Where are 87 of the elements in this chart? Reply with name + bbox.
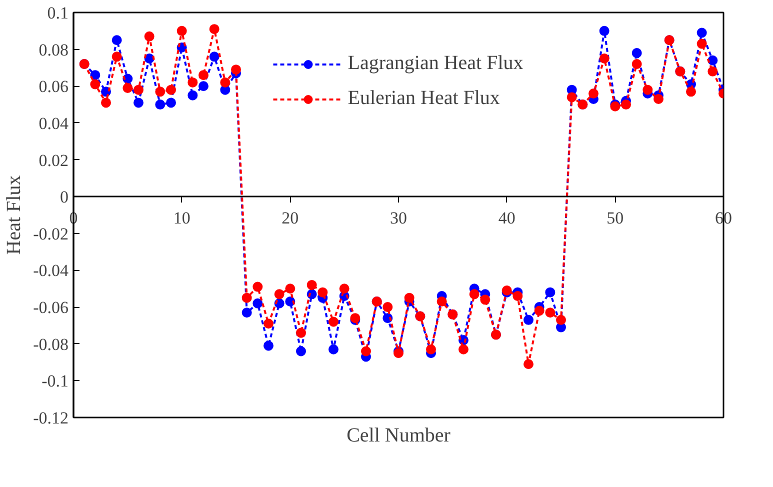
point (512, 291, 523, 301)
point (209, 52, 220, 62)
point (621, 100, 631, 110)
y-tick-label: -0.04 (33, 261, 69, 280)
point (642, 84, 653, 95)
point (632, 59, 642, 70)
point (524, 359, 534, 370)
y-tick-label: -0.1 (42, 372, 69, 391)
y-tick-label: -0.12 (33, 408, 69, 428)
y-tick-label: 0 (60, 188, 68, 207)
point (264, 318, 274, 329)
point (708, 55, 718, 66)
y-tick-label: -0.08 (33, 334, 69, 354)
point (339, 284, 350, 294)
point (296, 328, 306, 338)
point (566, 92, 577, 102)
point (274, 289, 284, 300)
x-tick-label: 10 (173, 208, 190, 228)
x-axis-title: Cell Number (346, 424, 451, 446)
point (112, 35, 122, 46)
point (144, 31, 154, 42)
point (524, 314, 534, 325)
y-tick-label: 0.06 (38, 77, 68, 96)
point (458, 344, 468, 354)
point (252, 282, 263, 292)
point (632, 48, 642, 58)
point (545, 308, 556, 318)
y-tick-label: 0.08 (38, 40, 68, 60)
point (220, 77, 230, 88)
point (134, 84, 144, 95)
point (264, 340, 274, 351)
point (176, 26, 187, 36)
point (90, 70, 100, 80)
point (188, 90, 198, 100)
point (361, 346, 371, 356)
y-tick-label: -0.02 (33, 224, 69, 244)
point (328, 316, 338, 327)
point (426, 344, 436, 354)
x-tick-label: 50 (606, 208, 624, 228)
point (242, 292, 252, 303)
point (436, 296, 447, 307)
point (556, 314, 566, 325)
point (328, 344, 338, 354)
point (122, 82, 133, 93)
x-tick-label: 40 (498, 208, 516, 228)
x-tick-label: 30 (390, 208, 407, 228)
x-tick-label: 20 (282, 208, 299, 228)
point (306, 280, 317, 290)
point (534, 306, 544, 316)
point (155, 100, 166, 110)
point (588, 88, 598, 98)
point (599, 54, 610, 64)
point (696, 38, 707, 49)
point (155, 86, 166, 97)
point (242, 308, 252, 318)
point (480, 294, 490, 305)
y-axis-title: Heat Flux (3, 175, 26, 255)
point (708, 66, 718, 76)
legend-label: Eulerian Heat Flux (348, 87, 500, 110)
legend-label: Lagrangian Heat Flux (348, 52, 524, 75)
point (296, 346, 306, 356)
y-tick-label: 0.04 (38, 114, 69, 133)
point (686, 86, 696, 97)
y-tick-label: 0.1 (47, 4, 68, 22)
point (209, 24, 220, 34)
point (188, 77, 198, 88)
point (252, 298, 263, 308)
y-tick-label: 0.02 (38, 150, 68, 170)
point (166, 84, 176, 95)
point (231, 64, 241, 75)
point (90, 79, 100, 90)
point (382, 302, 393, 312)
point (166, 98, 176, 108)
point (469, 289, 480, 300)
point (112, 52, 122, 62)
point (134, 98, 144, 108)
point (599, 26, 610, 36)
point (404, 292, 414, 303)
point (654, 94, 664, 104)
point (101, 98, 111, 108)
point (285, 284, 296, 294)
point (198, 81, 208, 92)
point (198, 70, 208, 80)
point (545, 287, 556, 298)
point (318, 287, 328, 298)
point (696, 28, 707, 38)
y-tick-label: -0.06 (33, 298, 69, 318)
